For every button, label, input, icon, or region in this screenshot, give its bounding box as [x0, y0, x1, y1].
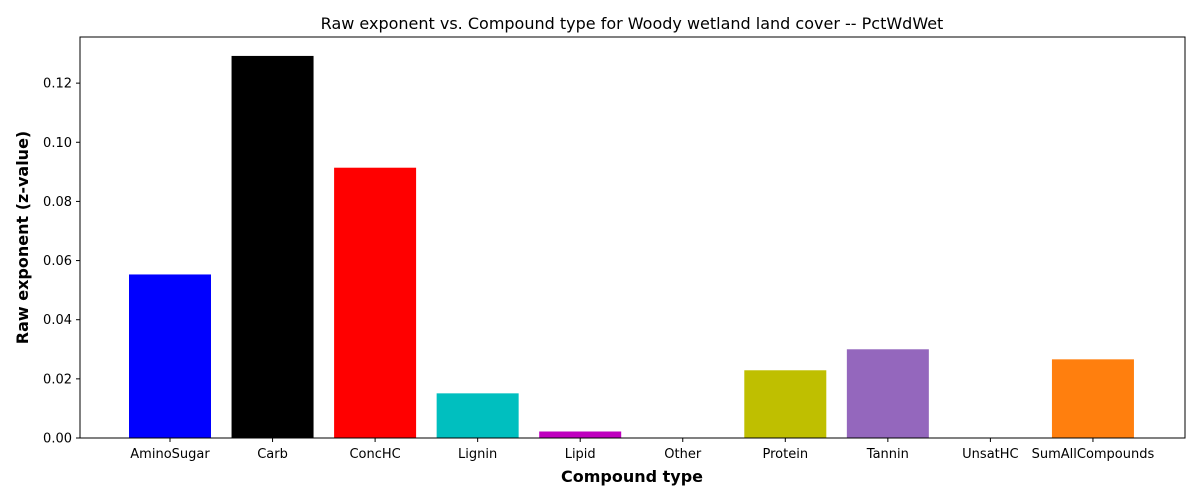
bar-sumallcompounds — [1051, 359, 1134, 438]
x-tick-label: Lignin — [458, 447, 497, 462]
bar-carb — [231, 55, 314, 438]
x-axis-label: Compound type — [561, 467, 703, 486]
bars-group — [129, 55, 1134, 438]
x-tick-label: Lipid — [565, 447, 596, 462]
bar-lignin — [436, 393, 519, 438]
y-axis-ticks: 0.00 0.02 0.04 0.06 0.08 0.10 0.12 — [43, 77, 80, 447]
bar-protein — [744, 370, 827, 438]
bar-aminosugar — [129, 274, 211, 438]
bar-lipid — [539, 431, 622, 438]
bar-tannin — [846, 349, 929, 438]
y-tick-label: 0.10 — [43, 136, 72, 151]
x-tick-label: SumAllCompounds — [1032, 447, 1155, 462]
y-tick-label: 0.08 — [43, 195, 72, 210]
plot-frame — [79, 36, 1186, 439]
y-tick-label: 0.06 — [43, 254, 72, 269]
x-tick-label: Carb — [257, 447, 288, 462]
x-tick-label: AminoSugar — [130, 447, 210, 462]
x-axis-ticks: AminoSugar Carb ConcHC Lignin Lipid Other Prot… — [130, 438, 1155, 462]
x-tick-label: ConcHC — [349, 447, 400, 462]
y-axis-label: Raw exponent (z-value) — [13, 131, 32, 344]
x-tick-label: Tannin — [866, 447, 909, 462]
y-tick-label: 0.00 — [43, 432, 72, 447]
y-tick-label: 0.04 — [43, 313, 72, 328]
x-tick-label: Protein — [763, 447, 809, 462]
y-tick-label: 0.12 — [43, 77, 72, 92]
chart-title: Raw exponent vs. Compound type for Woody… — [321, 14, 944, 33]
x-tick-label: Other — [664, 447, 702, 462]
x-tick-label: UnsatHC — [962, 447, 1018, 462]
bar-conchc — [334, 167, 417, 438]
y-tick-label: 0.02 — [43, 372, 72, 387]
